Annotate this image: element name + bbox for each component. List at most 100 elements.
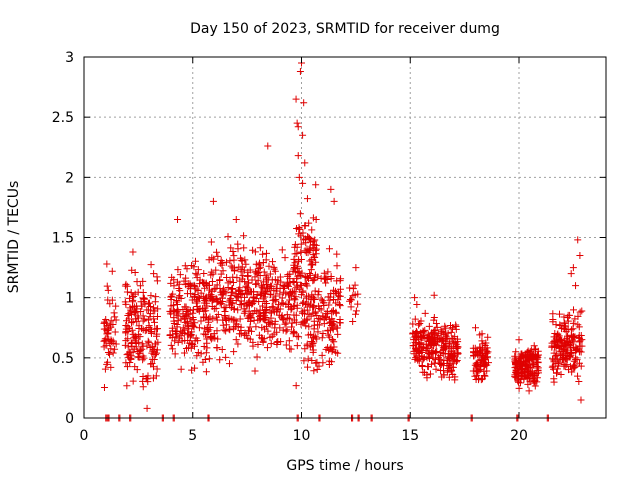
data-point <box>478 337 486 345</box>
data-point <box>472 324 479 332</box>
data-point <box>262 308 270 316</box>
y-tick-label: 0.5 <box>52 351 74 367</box>
data-point <box>423 354 431 362</box>
data-point <box>303 315 311 323</box>
data-point <box>298 281 306 289</box>
data-point <box>190 281 198 289</box>
data-point <box>310 332 318 340</box>
data-point <box>249 342 257 350</box>
data-point <box>110 309 118 317</box>
data-point <box>167 295 175 303</box>
data-point <box>187 282 195 290</box>
data-point <box>333 262 341 270</box>
data-point <box>306 235 314 243</box>
data-point <box>561 362 569 370</box>
data-point <box>291 243 299 251</box>
data-point <box>480 372 488 380</box>
data-point <box>533 378 541 386</box>
data-point <box>310 317 318 325</box>
data-point <box>570 306 578 314</box>
data-point <box>104 329 112 337</box>
data-point <box>421 309 429 317</box>
data-point <box>125 324 133 332</box>
data-point <box>299 288 307 296</box>
data-point <box>454 338 462 346</box>
data-point <box>301 222 309 230</box>
data-point <box>561 325 569 333</box>
data-point <box>166 331 174 339</box>
data-point <box>254 340 262 348</box>
data-point <box>147 261 155 269</box>
data-point <box>291 296 299 304</box>
data-point <box>150 270 158 278</box>
data-point <box>207 335 215 343</box>
data-point <box>291 288 299 296</box>
data-point <box>240 300 248 308</box>
data-point <box>515 384 523 392</box>
data-point <box>254 276 262 284</box>
data-point <box>207 238 215 246</box>
data-point <box>220 304 228 312</box>
data-point <box>197 317 205 325</box>
y-tick-label: 3 <box>65 50 74 66</box>
data-point <box>315 362 323 370</box>
data-point <box>318 351 326 359</box>
data-point <box>139 383 147 391</box>
x-tick-label: 0 <box>80 428 89 444</box>
data-point <box>174 307 182 315</box>
data-point <box>554 330 562 338</box>
data-point <box>312 258 320 266</box>
data-point <box>136 282 144 290</box>
data-point <box>574 312 582 320</box>
data-point <box>226 257 234 265</box>
data-point <box>143 404 151 412</box>
data-point <box>578 307 586 315</box>
data-point <box>244 285 252 293</box>
data-point <box>153 365 161 373</box>
data-point <box>263 344 271 352</box>
data-point <box>314 273 322 281</box>
data-point <box>484 333 492 341</box>
data-point <box>310 302 318 310</box>
data-point <box>336 302 344 310</box>
data-point <box>216 356 224 364</box>
data-point <box>325 245 333 253</box>
data-point <box>529 361 537 369</box>
data-point <box>574 372 582 380</box>
data-point <box>112 340 120 348</box>
data-point <box>139 288 147 296</box>
data-point <box>128 342 136 350</box>
data-point <box>258 334 266 342</box>
data-point <box>313 365 321 373</box>
data-point <box>294 152 302 160</box>
data-point <box>129 377 137 385</box>
data-point <box>572 346 580 354</box>
data-point <box>148 329 156 337</box>
y-tick-label: 2 <box>65 170 74 186</box>
data-point <box>551 343 559 351</box>
data-point <box>428 360 436 368</box>
data-point <box>253 353 261 361</box>
data-point <box>230 264 238 272</box>
data-point <box>138 302 146 310</box>
data-point <box>104 286 112 294</box>
data-point <box>107 317 115 325</box>
data-point <box>305 310 313 318</box>
data-point <box>296 210 304 218</box>
data-point <box>290 302 298 310</box>
data-point <box>286 288 294 296</box>
data-point <box>236 284 244 292</box>
data-point <box>104 358 112 366</box>
data-point <box>133 278 141 286</box>
data-point <box>100 383 108 391</box>
data-point <box>310 325 318 333</box>
data-point <box>281 254 289 262</box>
data-point <box>411 294 419 302</box>
data-point <box>520 368 528 376</box>
data-point <box>186 333 194 341</box>
data-point <box>108 267 116 275</box>
data-point <box>188 296 196 304</box>
data-point <box>209 315 217 323</box>
data-point <box>240 331 248 339</box>
